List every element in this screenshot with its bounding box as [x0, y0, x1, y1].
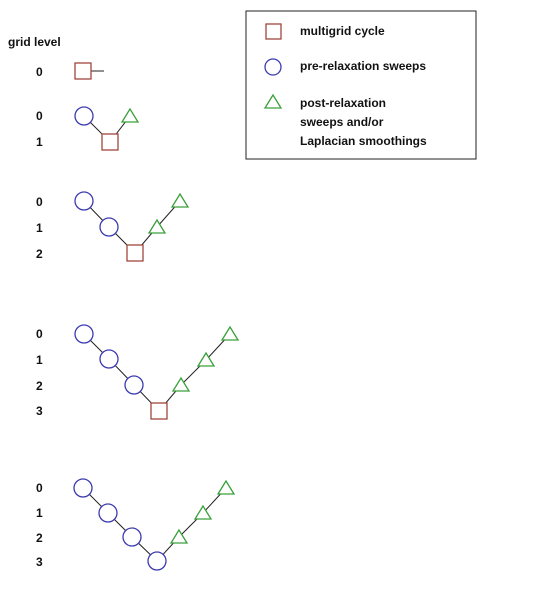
level-label: 0: [36, 109, 43, 123]
circle-icon: [74, 106, 94, 126]
legend-box: [245, 10, 477, 160]
level-label: 1: [36, 135, 43, 149]
square-icon: [74, 62, 92, 80]
level-label: 1: [36, 353, 43, 367]
triangle-icon: [196, 351, 216, 367]
square-icon: [101, 133, 119, 151]
level-label: 0: [36, 481, 43, 495]
circle-icon: [264, 58, 282, 76]
circle-icon: [74, 191, 94, 211]
level-label: 3: [36, 555, 43, 569]
circle-icon: [73, 478, 93, 498]
legend-post-line-2: sweeps and/or: [300, 115, 384, 129]
connector-line: [83, 333, 231, 412]
level-label: 0: [36, 195, 43, 209]
triangle-icon: [147, 218, 167, 234]
triangle-icon: [263, 93, 283, 109]
connector-line: [82, 487, 227, 562]
triangle-icon: [120, 107, 140, 123]
circle-icon: [98, 503, 118, 523]
legend-pre-label: pre-relaxation sweeps: [300, 59, 426, 73]
triangle-icon: [216, 479, 236, 495]
triangle-icon: [171, 376, 191, 392]
triangle-icon: [169, 528, 189, 544]
cycle-row-4: 0 1 2 3: [36, 324, 240, 420]
triangle-icon: [220, 325, 240, 341]
cycle-row-5: 0 1 2 3: [36, 478, 236, 571]
square-icon: [126, 244, 144, 262]
circle-icon: [99, 349, 119, 369]
square-icon: [265, 23, 282, 40]
circle-icon: [124, 375, 144, 395]
cycle-row-1: 0: [36, 62, 104, 80]
square-icon: [150, 402, 168, 420]
cycle-row-3: 0 1 2: [36, 191, 190, 262]
circle-icon: [74, 324, 94, 344]
level-label: 0: [36, 65, 43, 79]
circle-icon: [99, 217, 119, 237]
circle-icon: [122, 527, 142, 547]
level-label: 0: [36, 327, 43, 341]
legend-post-line-1: post-relaxation: [300, 96, 386, 110]
circle-icon: [147, 551, 167, 571]
grid-level-header: grid level: [8, 35, 61, 49]
level-label: 2: [36, 247, 43, 261]
level-label: 3: [36, 404, 43, 418]
legend: multigrid cycle pre-relaxation sweeps po…: [245, 10, 477, 160]
level-label: 2: [36, 531, 43, 545]
level-label: 1: [36, 506, 43, 520]
triangle-icon: [170, 192, 190, 208]
cycle-row-2: 0 1: [36, 106, 140, 151]
triangle-icon: [193, 504, 213, 520]
level-label: 2: [36, 379, 43, 393]
legend-multigrid-label: multigrid cycle: [300, 24, 385, 38]
legend-post-line-3: Laplacian smoothings: [300, 134, 427, 148]
level-label: 1: [36, 221, 43, 235]
